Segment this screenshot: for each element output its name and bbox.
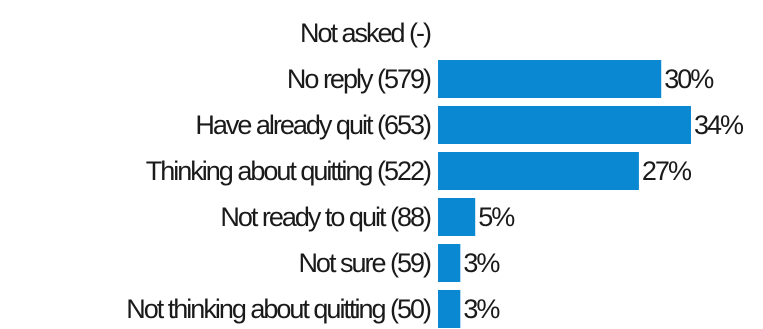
- bar: [438, 198, 476, 236]
- bar: [438, 290, 461, 328]
- category-label: Not sure (59): [298, 248, 431, 278]
- category-label: Not ready to quit (88): [220, 202, 431, 232]
- bar: [438, 244, 461, 282]
- value-label: 3%: [463, 294, 500, 324]
- bars: [438, 60, 691, 328]
- bar: [438, 152, 639, 190]
- category-labels: Not asked (-) No reply (579) Have already …: [126, 18, 433, 324]
- value-label: 27%: [642, 156, 692, 186]
- value-label: 5%: [478, 202, 515, 232]
- category-label: Not thinking about quitting (50): [126, 294, 431, 324]
- category-label: Not asked (-): [300, 18, 431, 48]
- bar: [438, 106, 691, 144]
- category-label: No reply (579): [287, 64, 431, 94]
- value-label: 3%: [463, 248, 500, 278]
- value-labels: 30% 34%27% 5% 3% 3%: [463, 64, 746, 324]
- category-label: Thinking about quitting (522): [146, 156, 431, 186]
- value-label: 30%: [664, 64, 714, 94]
- bar: [438, 60, 662, 98]
- category-label: Have already quit (653): [195, 110, 431, 140]
- value-label: 34%: [694, 110, 744, 140]
